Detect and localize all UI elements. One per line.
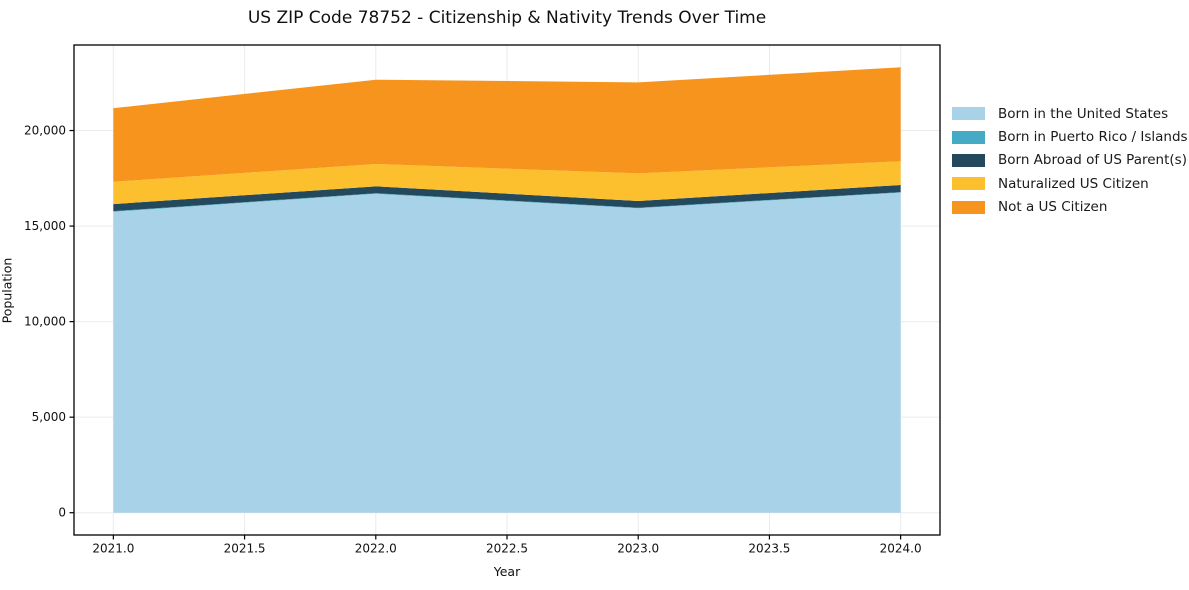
legend-label: Born in Puerto Rico / Islands <box>998 129 1188 146</box>
y-tick-label: 10,000 <box>24 315 66 329</box>
legend-item: Born in the United States <box>952 102 1188 125</box>
legend-item: Born Abroad of US Parent(s) <box>952 149 1188 172</box>
x-tick-label: 2022.5 <box>486 542 528 556</box>
legend-label: Not a US Citizen <box>998 199 1108 216</box>
x-tick-label: 2021.0 <box>92 542 134 556</box>
x-tick-label: 2021.5 <box>224 542 266 556</box>
area-series <box>113 184 901 212</box>
y-tick-label: 15,000 <box>24 219 66 233</box>
area-series <box>113 161 901 205</box>
x-tick-label: 2022.0 <box>355 542 397 556</box>
legend-swatch <box>952 200 985 214</box>
x-tick-label: 2024.0 <box>880 542 922 556</box>
y-tick-label: 0 <box>58 506 66 520</box>
legend-swatch <box>952 130 985 144</box>
area-series <box>113 192 901 212</box>
legend-item: Not a US Citizen <box>952 196 1188 219</box>
area-series <box>113 192 901 513</box>
x-axis-label: Year <box>493 564 521 579</box>
x-tick-label: 2023.0 <box>617 542 659 556</box>
x-tick-label: 2023.5 <box>748 542 790 556</box>
legend-label: Naturalized US Citizen <box>998 175 1149 192</box>
y-axis-label: Population <box>0 257 15 324</box>
chart-title: US ZIP Code 78752 - Citizenship & Nativi… <box>247 8 767 28</box>
legend-item: Born in Puerto Rico / Islands <box>952 125 1188 148</box>
legend: Born in the United States Born in Puerto … <box>952 102 1188 219</box>
legend-label: Born in the United States <box>998 105 1169 122</box>
y-tick-label: 20,000 <box>24 124 66 138</box>
area-series <box>113 67 901 182</box>
legend-swatch <box>952 153 985 167</box>
legend-label: Born Abroad of US Parent(s) <box>998 152 1187 169</box>
legend-swatch <box>952 177 985 191</box>
legend-swatch <box>952 107 985 121</box>
y-tick-label: 5,000 <box>32 410 66 424</box>
legend-item: Naturalized US Citizen <box>952 172 1188 195</box>
